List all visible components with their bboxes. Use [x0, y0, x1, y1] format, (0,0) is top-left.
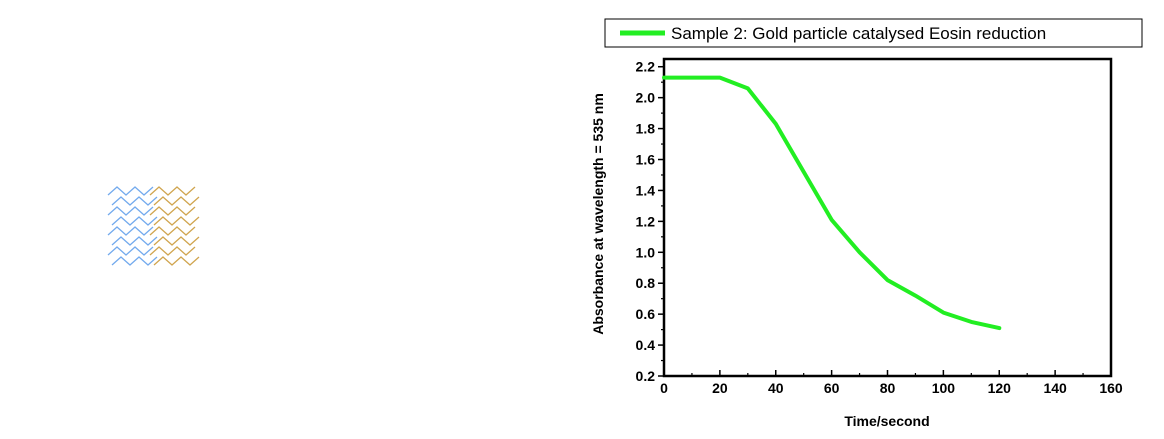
molecule-strand — [108, 227, 153, 235]
molecule-strand — [154, 217, 199, 225]
molecule-strand — [108, 247, 153, 255]
y-axis-title: Absorbance at wavelength = 535 nm — [590, 93, 606, 335]
x-tick-label: 0 — [660, 380, 668, 396]
y-tick-label: 1.8 — [636, 121, 656, 137]
plot-frame — [664, 59, 1111, 376]
x-axis-ticks: 0 20 40 60 80 100 120 140 160 — [660, 370, 1123, 396]
y-tick-label: 0.8 — [636, 275, 656, 291]
molecule-strand — [150, 207, 195, 215]
molecule-strand — [108, 207, 153, 215]
y-tick-label: 1.0 — [636, 244, 656, 260]
x-axis-title: Time/second — [844, 413, 929, 429]
molecule-strand — [112, 257, 157, 265]
x-tick-label: 120 — [988, 380, 1012, 396]
x-tick-label: 80 — [880, 380, 896, 396]
y-tick-label: 1.2 — [636, 213, 656, 229]
x-tick-label: 20 — [712, 380, 728, 396]
x-tick-label: 100 — [932, 380, 956, 396]
legend: Sample 2: Gold particle catalysed Eosin … — [605, 19, 1142, 47]
molecule-strand — [154, 257, 199, 265]
y-tick-label: 1.6 — [636, 152, 656, 168]
y-tick-label: 0.4 — [636, 337, 656, 353]
x-tick-label: 140 — [1043, 380, 1067, 396]
y-tick-label: 0.2 — [636, 368, 656, 384]
molecule-strand — [108, 187, 153, 195]
molecule-strand — [112, 237, 157, 245]
molecule-strand — [150, 187, 195, 195]
molecule-strand — [150, 227, 195, 235]
molecule-strand — [150, 247, 195, 255]
legend-label: Sample 2: Gold particle catalysed Eosin … — [671, 24, 1046, 43]
molecule-strand — [154, 237, 199, 245]
x-tick-label: 40 — [768, 380, 784, 396]
series-line — [664, 78, 999, 329]
y-axis-ticks: 0.2 0.4 0.6 0.8 1.0 1.2 1.4 1.6 1.8 2.0 2.2 — [636, 59, 664, 384]
x-tick-label: 60 — [824, 380, 840, 396]
y-tick-label: 2.2 — [636, 59, 656, 75]
molecule-strand — [112, 197, 157, 205]
x-tick-label: 160 — [1099, 380, 1123, 396]
y-tick-label: 1.4 — [636, 182, 656, 198]
y-tick-label: 0.6 — [636, 306, 656, 322]
molecule-strand — [112, 217, 157, 225]
molecular-structure-icon — [108, 187, 199, 265]
molecule-strand — [154, 197, 199, 205]
y-tick-label: 2.0 — [636, 90, 656, 106]
